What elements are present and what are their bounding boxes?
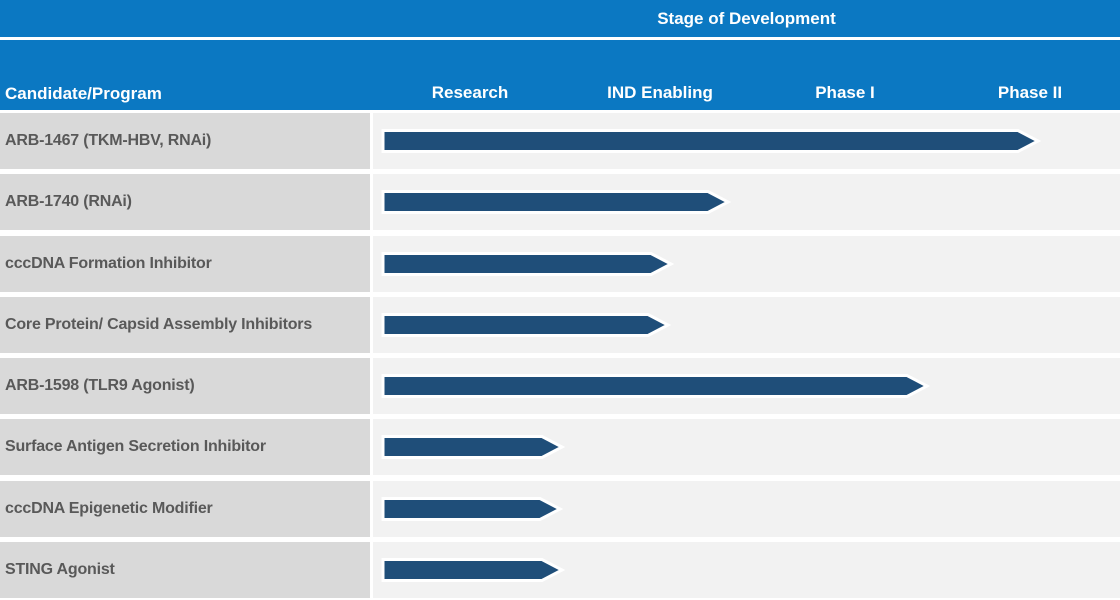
pipeline-arrow: [381, 129, 1042, 153]
column-header-bar: Candidate/Program Research IND Enabling Ph…: [0, 40, 1120, 110]
pipeline-arrow: [381, 496, 564, 521]
header-divider: [0, 37, 1120, 40]
table-row: cccDNA Epigenetic Modifier: [0, 480, 1120, 537]
table-row: ARB-1598 (TLR9 Agonist): [0, 358, 1120, 414]
stage-track: [373, 235, 1120, 292]
pipeline-arrow: [381, 251, 675, 276]
pipeline-arrow: [381, 312, 672, 337]
table-row: Surface Antigen Secretion Inhibitor: [0, 419, 1120, 476]
candidate-label: STING Agonist: [0, 541, 370, 598]
page-title: Stage of Development: [657, 8, 836, 28]
stage-track: [373, 480, 1120, 537]
candidate-program-header: Candidate/Program: [5, 84, 162, 103]
table-row: STING Agonist: [0, 541, 1120, 598]
stage-track: [373, 296, 1120, 353]
pipeline-arrow: [381, 557, 566, 582]
column-header-phase-ii: Phase II: [997, 83, 1063, 102]
column-header-phase-i: Phase I: [815, 83, 875, 102]
candidate-label: Surface Antigen Secretion Inhibitor: [0, 419, 370, 476]
stage-track: [373, 419, 1120, 476]
pipeline-rows: ARB-1467 (TKM-HBV, RNAi) ARB-1740 (RNAi)…: [0, 113, 1120, 600]
candidate-label: cccDNA Formation Inhibitor: [0, 235, 370, 292]
title-bar: [0, 0, 1120, 37]
column-header-research: Research: [431, 83, 509, 102]
pipeline-arrow: [381, 435, 566, 460]
pipeline-arrow: [381, 190, 732, 215]
pipeline-arrow: [381, 374, 931, 398]
table-row: cccDNA Formation Inhibitor: [0, 235, 1120, 292]
candidate-label: ARB-1740 (RNAi): [0, 174, 370, 231]
candidate-label: ARB-1598 (TLR9 Agonist): [0, 358, 370, 414]
stage-track: [373, 541, 1120, 598]
table-row: Core Protein/ Capsid Assembly Inhibitors: [0, 296, 1120, 353]
stage-track: [373, 113, 1120, 169]
stage-track: [373, 174, 1120, 231]
candidate-label: Core Protein/ Capsid Assembly Inhibitors: [0, 296, 370, 353]
stage-track: [373, 358, 1120, 414]
column-header-ind-enabling: IND Enabling: [607, 83, 713, 102]
table-row: ARB-1740 (RNAi): [0, 174, 1120, 231]
candidate-label: ARB-1467 (TKM-HBV, RNAi): [0, 113, 370, 169]
table-row: ARB-1467 (TKM-HBV, RNAi): [0, 113, 1120, 169]
candidate-label: cccDNA Epigenetic Modifier: [0, 480, 370, 537]
